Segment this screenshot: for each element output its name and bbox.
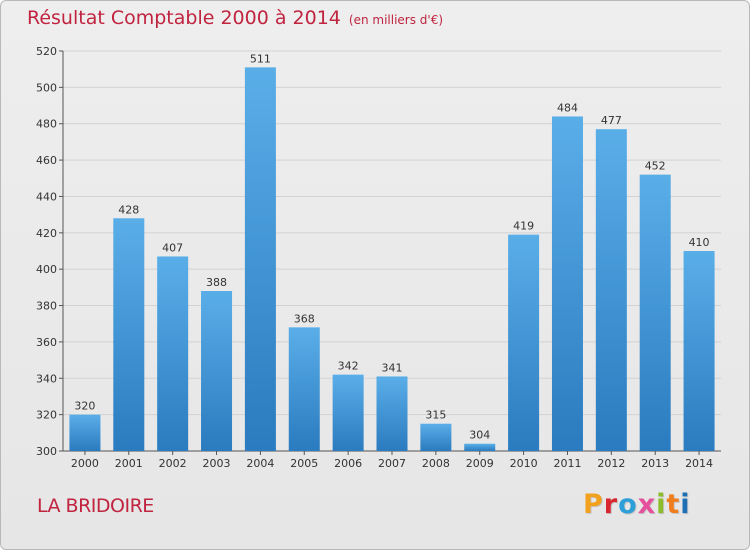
- x-tick-label-2003: 2003: [203, 457, 231, 470]
- logo-letter: i: [680, 489, 691, 520]
- y-tick-label: 460: [36, 154, 57, 167]
- value-label-2007: 341: [382, 361, 403, 374]
- y-tick-label: 500: [36, 81, 57, 94]
- x-tick-label-2013: 2013: [641, 457, 669, 470]
- bar-2003: [201, 291, 233, 451]
- x-tick-label-2005: 2005: [290, 457, 318, 470]
- x-tick-label-2001: 2001: [115, 457, 143, 470]
- bar-2000: [69, 414, 101, 451]
- bar-2004: [244, 67, 276, 451]
- x-tick-label-2006: 2006: [334, 457, 362, 470]
- logo-letter: x: [637, 489, 657, 520]
- y-tick-label: 380: [36, 300, 57, 313]
- y-tick-label: 480: [36, 118, 57, 131]
- value-label-2013: 452: [645, 160, 666, 173]
- proxiti-logo: Proxiti: [583, 489, 691, 523]
- bar-2006: [332, 374, 364, 451]
- chart-title-text: Résultat Comptable 2000 à 2014: [27, 7, 341, 29]
- value-label-2003: 388: [206, 276, 227, 289]
- logo-letter: t: [666, 489, 681, 520]
- y-tick-label: 400: [36, 263, 57, 276]
- bar-2009: [464, 443, 496, 451]
- x-tick-label-2014: 2014: [685, 457, 713, 470]
- labels: 300 320 340 360 380 400 420 440 460 480 500 520 320 2…: [36, 45, 713, 470]
- value-label-2010: 419: [513, 220, 534, 233]
- logo-letter: P: [583, 489, 604, 520]
- value-label-2005: 368: [294, 312, 315, 325]
- value-label-2009: 304: [469, 429, 490, 442]
- x-tick-label-2010: 2010: [510, 457, 538, 470]
- logo-letter: r: [603, 489, 619, 520]
- bar-2001: [113, 218, 145, 451]
- bar-2011: [551, 116, 583, 452]
- value-label-2002: 407: [162, 241, 183, 254]
- value-label-2006: 342: [338, 360, 359, 373]
- y-tick-label: 300: [36, 445, 57, 458]
- logo-letter: i: [656, 489, 667, 520]
- value-label-2012: 477: [601, 114, 622, 127]
- value-label-2011: 484: [557, 101, 578, 114]
- y-tick-label: 520: [36, 45, 57, 58]
- x-tick-label-2011: 2011: [553, 457, 581, 470]
- y-tick-label: 360: [36, 336, 57, 349]
- value-label-2001: 428: [118, 203, 139, 216]
- x-tick-label-2009: 2009: [466, 457, 494, 470]
- logo-letter: o: [618, 489, 638, 520]
- bar-2008: [420, 423, 452, 451]
- y-tick-label: 420: [36, 227, 57, 240]
- bar-2010: [508, 234, 540, 451]
- value-label-2000: 320: [74, 400, 95, 413]
- x-tick-label-2007: 2007: [378, 457, 406, 470]
- x-tick-label-2000: 2000: [71, 457, 99, 470]
- x-tick-label-2008: 2008: [422, 457, 450, 470]
- bars: [69, 67, 715, 452]
- value-label-2014: 410: [689, 236, 710, 249]
- bar-2012: [595, 129, 627, 451]
- commune-name: LA BRIDOIRE: [37, 495, 154, 517]
- x-tick-label-2004: 2004: [246, 457, 274, 470]
- x-tick-label-2002: 2002: [159, 457, 187, 470]
- bar-2007: [376, 376, 408, 451]
- y-tick-label: 320: [36, 409, 57, 422]
- bar-2005: [288, 327, 320, 451]
- chart-title: Résultat Comptable 2000 à 2014 (en millie…: [27, 7, 443, 29]
- value-label-2008: 315: [425, 409, 446, 422]
- bar-2002: [157, 256, 189, 451]
- y-tick-label: 440: [36, 190, 57, 203]
- bar-2014: [683, 251, 715, 451]
- bar-2013: [639, 174, 671, 452]
- chart-subtitle: (en milliers d'€): [348, 13, 444, 27]
- value-label-2004: 511: [250, 52, 271, 65]
- y-tick-label: 340: [36, 372, 57, 385]
- x-tick-label-2012: 2012: [597, 457, 625, 470]
